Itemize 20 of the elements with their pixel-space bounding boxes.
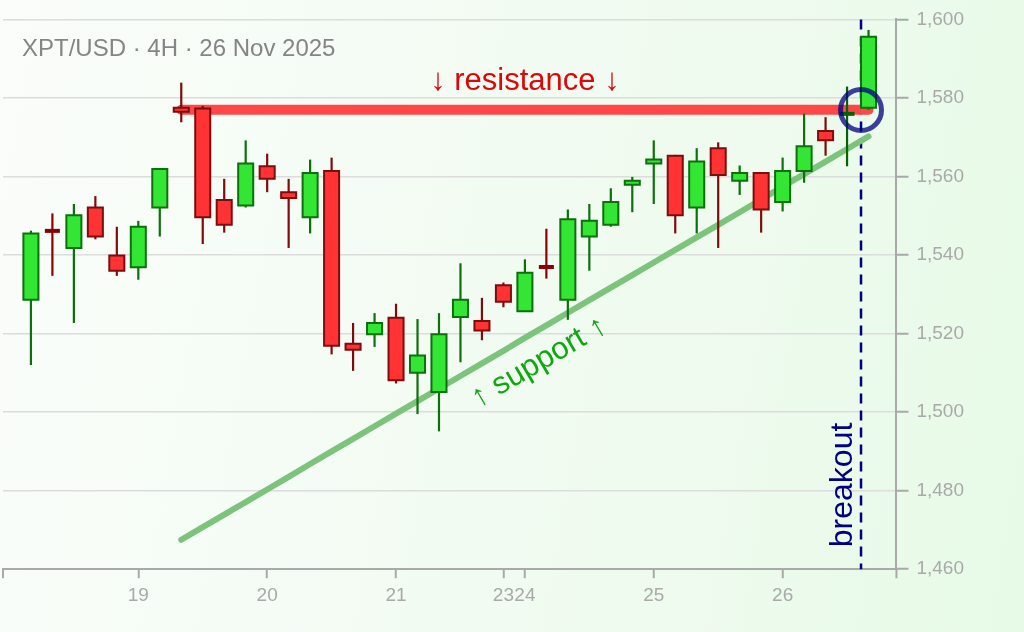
- y-tick-label: 1,600: [916, 7, 964, 29]
- y-tick-label: 1,560: [916, 164, 964, 186]
- y-tick-label: 1,520: [916, 321, 964, 343]
- x-tick-label: 23: [492, 583, 514, 605]
- y-tick-label: 1,500: [916, 400, 964, 422]
- x-tick-label: 26: [772, 583, 794, 605]
- text: XPT/USD · 4H · 26 Nov 2025: [22, 34, 336, 62]
- x-tick-label: 25: [643, 583, 665, 605]
- x-tick-label: 21: [385, 583, 407, 605]
- x-tick-label: 20: [256, 583, 278, 605]
- y-tick-label: 1,460: [916, 557, 964, 579]
- annotation: breakout: [823, 422, 860, 548]
- y-tick-label: 1,480: [916, 478, 964, 500]
- series-label: ↓ resistance ↓: [430, 62, 620, 98]
- x-tick-label: 19: [127, 583, 149, 605]
- y-tick-label: 1,580: [916, 86, 964, 108]
- x-tick-label: 24: [514, 583, 536, 605]
- y-tick-label: 1,540: [916, 243, 964, 265]
- candlestick: [538, 227, 554, 280]
- candlestick: [44, 212, 60, 277]
